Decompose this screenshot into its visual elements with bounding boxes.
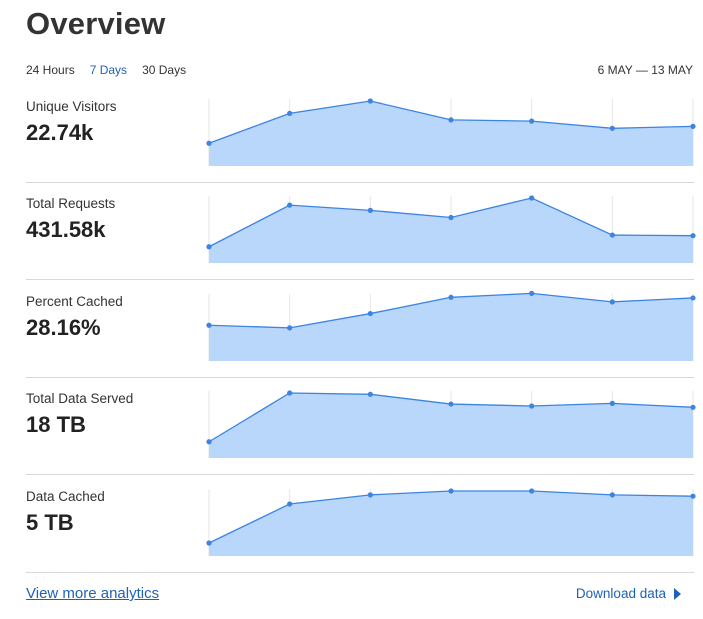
sparkline-chart bbox=[206, 390, 696, 458]
area-fill bbox=[209, 198, 693, 263]
sparkline-chart bbox=[206, 290, 696, 361]
divider bbox=[26, 474, 694, 475]
data-point bbox=[367, 207, 373, 213]
data-point bbox=[529, 118, 535, 124]
data-point bbox=[206, 140, 212, 146]
data-point bbox=[206, 439, 212, 445]
data-point bbox=[690, 404, 696, 410]
data-point bbox=[690, 233, 696, 239]
metric-unique-visitors: Unique Visitors 22.74k bbox=[26, 86, 696, 183]
metric-value: 5 TB bbox=[26, 510, 74, 535]
data-point bbox=[448, 117, 454, 123]
data-point bbox=[367, 391, 373, 397]
data-point bbox=[609, 492, 615, 498]
data-point bbox=[609, 125, 615, 131]
area-fill bbox=[209, 293, 693, 361]
metric-total-requests: Total Requests 431.58k bbox=[26, 183, 696, 280]
data-point bbox=[206, 244, 212, 250]
data-point bbox=[529, 290, 535, 296]
metric-value: 22.74k bbox=[26, 120, 94, 145]
data-point bbox=[448, 401, 454, 407]
tab-24-hours[interactable]: 24 Hours bbox=[26, 63, 75, 77]
sparkline-chart bbox=[206, 98, 696, 166]
data-point bbox=[367, 492, 373, 498]
divider bbox=[26, 572, 694, 573]
data-point bbox=[448, 488, 454, 494]
data-point bbox=[609, 299, 615, 305]
data-point bbox=[287, 202, 293, 208]
data-point bbox=[287, 501, 293, 507]
view-more-analytics-link[interactable]: View more analytics bbox=[26, 585, 160, 602]
data-point bbox=[690, 493, 696, 499]
metric-data-cached: Data Cached 5 TB bbox=[26, 476, 696, 573]
divider bbox=[26, 279, 694, 280]
data-point bbox=[690, 123, 696, 129]
metric-label: Data Cached bbox=[26, 489, 105, 504]
metric-label: Total Data Served bbox=[26, 391, 134, 406]
data-point bbox=[367, 310, 373, 317]
data-point bbox=[529, 195, 535, 201]
data-point bbox=[206, 322, 212, 328]
data-point bbox=[448, 294, 454, 300]
divider bbox=[26, 377, 694, 378]
sparkline-chart bbox=[206, 195, 696, 263]
data-point bbox=[287, 390, 293, 396]
data-point bbox=[287, 110, 293, 116]
area-fill bbox=[209, 393, 693, 458]
download-data-button[interactable]: Download data bbox=[576, 586, 681, 601]
metric-value: 28.16% bbox=[26, 315, 101, 340]
data-point bbox=[206, 540, 212, 546]
metric-label: Unique Visitors bbox=[26, 99, 117, 114]
tab-7-days[interactable]: 7 Days bbox=[89, 63, 128, 77]
data-point bbox=[529, 403, 535, 409]
date-range: 6 MAY — 13 MAY bbox=[597, 63, 693, 77]
tab-30-days[interactable]: 30 Days bbox=[142, 63, 187, 77]
metric-value: 431.58k bbox=[26, 217, 106, 242]
data-point bbox=[367, 98, 373, 104]
caret-right-icon bbox=[674, 587, 681, 600]
metric-value: 18 TB bbox=[26, 412, 86, 437]
divider bbox=[26, 182, 694, 183]
metric-total-data-served: Total Data Served 18 TB bbox=[26, 378, 696, 475]
data-point bbox=[287, 325, 293, 331]
metric-percent-cached: Percent Cached 28.16% bbox=[26, 281, 696, 378]
area-fill bbox=[209, 101, 693, 166]
data-point bbox=[448, 214, 454, 221]
data-point bbox=[609, 232, 615, 238]
download-label: Download data bbox=[575, 586, 666, 601]
sparkline-chart bbox=[206, 488, 696, 556]
data-point bbox=[690, 295, 696, 301]
area-fill bbox=[209, 491, 693, 556]
page-title: Overview bbox=[26, 6, 166, 41]
data-point bbox=[529, 488, 535, 494]
time-range-tabs: 24 Hours 7 Days 30 Days bbox=[26, 63, 186, 77]
metric-label: Total Requests bbox=[26, 196, 116, 211]
metric-label: Percent Cached bbox=[26, 294, 123, 309]
data-point bbox=[609, 400, 615, 406]
